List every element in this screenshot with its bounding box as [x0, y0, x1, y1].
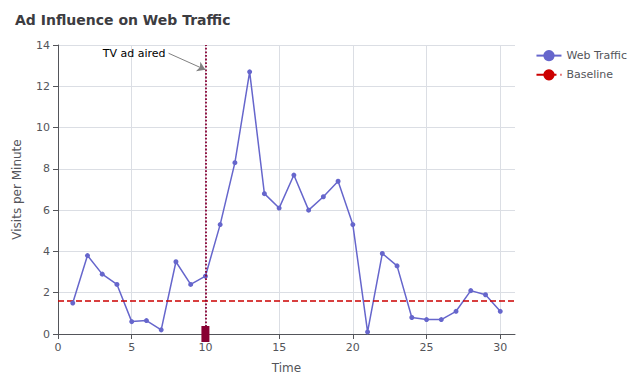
svg-text:Baseline: Baseline	[566, 68, 613, 81]
svg-text:4: 4	[43, 245, 50, 258]
svg-text:14: 14	[36, 39, 50, 52]
svg-text:Ad Influence on Web Traffic: Ad Influence on Web Traffic	[15, 12, 230, 28]
svg-text:30: 30	[493, 341, 507, 354]
svg-text:0: 0	[55, 341, 62, 354]
svg-text:10: 10	[36, 121, 50, 134]
svg-text:Web Traffic: Web Traffic	[566, 49, 627, 62]
svg-text:0: 0	[43, 328, 50, 341]
svg-text:15: 15	[272, 341, 286, 354]
svg-text:6: 6	[43, 204, 50, 217]
svg-text:8: 8	[43, 162, 50, 175]
svg-text:5: 5	[128, 341, 135, 354]
svg-text:2: 2	[43, 286, 50, 299]
svg-text:12: 12	[36, 80, 50, 93]
svg-text:20: 20	[346, 341, 360, 354]
svg-text:10: 10	[198, 341, 212, 354]
svg-text:Visits per Minute: Visits per Minute	[10, 139, 24, 239]
svg-text:25: 25	[420, 341, 434, 354]
svg-text:TV ad aired: TV ad aired	[102, 47, 166, 60]
svg-text:Time: Time	[271, 361, 301, 375]
